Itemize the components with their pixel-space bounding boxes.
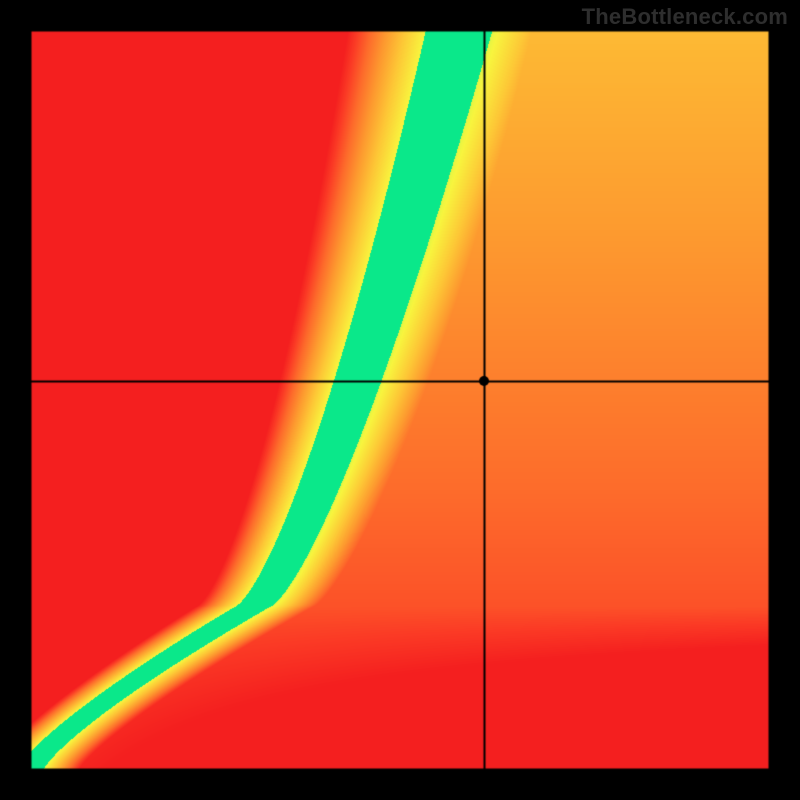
chart-container: TheBottleneck.com — [0, 0, 800, 800]
bottleneck-heatmap-canvas — [30, 30, 770, 770]
plot-area — [30, 30, 770, 770]
watermark-label: TheBottleneck.com — [582, 4, 788, 30]
